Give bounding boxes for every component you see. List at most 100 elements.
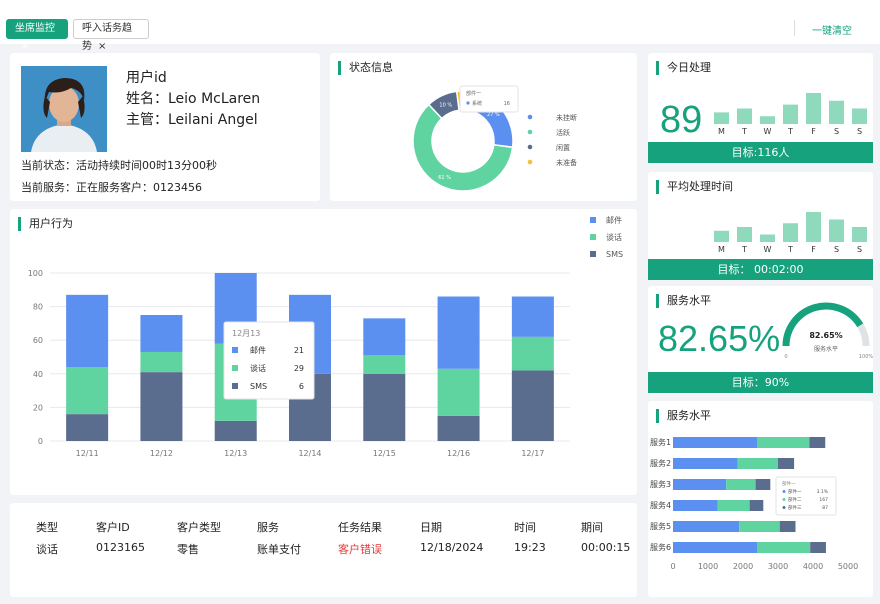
tab-inbound-trend[interactable]: 呼入话务趋势 ×	[73, 19, 149, 52]
day-label: S	[834, 245, 839, 254]
tooltip-dot	[782, 490, 786, 493]
day-label: T	[787, 127, 793, 136]
status-info-card: 状态信息 27 % 61 % 10 % 部件一 系统 16 未挂断 活跃 闲置 未准备	[330, 53, 637, 201]
close-icon[interactable]: ×	[21, 41, 30, 52]
category-label: 服务6	[650, 542, 671, 552]
week-bar	[783, 104, 798, 124]
x-tick-label: 12/14	[298, 449, 321, 458]
tooltip-swatch	[232, 365, 238, 371]
tooltip-title: 部件一	[782, 480, 796, 487]
tab-agent-monitor[interactable]: 坐席监控 ×	[6, 19, 68, 52]
bar-segment-mail	[140, 315, 183, 352]
hbar-segment	[726, 479, 756, 490]
hbar-tooltip	[775, 476, 837, 516]
bar-segment-talk	[66, 367, 109, 415]
tooltip-dot	[466, 101, 470, 105]
tooltip-label: 部件二	[788, 496, 802, 503]
tooltip-label: 邮件	[250, 345, 266, 355]
tooltip-label: 谈话	[250, 363, 266, 373]
table-cell: 零售	[177, 543, 199, 556]
day-label: S	[834, 127, 839, 136]
service-level-card: 服务水平 82.65% 82.65% 服务水平 0 100% 目标：90%	[648, 286, 873, 394]
x-tick-label: 5000	[838, 562, 858, 571]
legend-label: 未挂断	[556, 113, 577, 122]
y-tick-label: 40	[33, 370, 43, 379]
hbar-segment	[673, 479, 727, 490]
x-tick-label: 12/11	[76, 449, 99, 458]
legend-label: 邮件	[606, 215, 622, 225]
bar-segment-mail	[363, 318, 406, 356]
table-cell: 12/18/2024	[420, 541, 484, 554]
day-label: M	[718, 245, 725, 254]
table-header: 任务结果	[338, 521, 382, 534]
card-title: 今日处理	[656, 61, 711, 75]
tooltip-value: 6	[299, 382, 304, 391]
table-header: 客户类型	[177, 521, 221, 534]
legend-dot	[527, 144, 533, 150]
week-bar	[737, 227, 752, 242]
legend-label: 活跃	[556, 128, 570, 137]
category-label: 服务1	[650, 437, 671, 447]
table-cell: 客户错误	[338, 543, 382, 556]
avg-handle-time-card: 平均处理时间 M T W T F S S 目标： 00:02:00	[648, 172, 873, 280]
service-bars-card: 服务水平 服务1 服务2 服务3 服务4 服务5 服务6 0 1000 2000 3000 4000…	[648, 401, 873, 597]
tooltip-label: 部件三	[788, 504, 802, 511]
bar-segment-talk	[363, 355, 406, 374]
hbar-segment	[739, 521, 780, 532]
donut-slice	[412, 103, 514, 192]
table-header: 时间	[514, 521, 536, 534]
tooltip-dot	[782, 506, 786, 509]
week-bar	[760, 234, 775, 242]
hbar-segment	[757, 542, 811, 553]
x-tick-label: 0	[670, 562, 675, 571]
legend-label: 闲置	[556, 143, 570, 152]
hbar-segment	[779, 521, 796, 532]
gauge-value: 82.65%	[809, 331, 842, 340]
card-title: 状态信息	[338, 61, 393, 75]
table-cell: 00:00:15	[581, 541, 631, 554]
day-label: F	[811, 245, 816, 254]
category-label: 服务5	[650, 521, 671, 531]
legend-dot	[527, 129, 533, 135]
hbar-segment	[737, 458, 778, 469]
card-title: 用户行为	[18, 217, 73, 231]
gauge-label: 服务水平	[814, 345, 838, 353]
tooltip-value: 87	[822, 505, 828, 511]
close-icon[interactable]: ×	[98, 41, 107, 52]
tab-label: 呼入话务趋势	[82, 23, 132, 52]
clear-all-button[interactable]: 一键清空	[812, 26, 852, 37]
x-tick-label: 12/12	[150, 449, 173, 458]
hbar-segment	[809, 437, 826, 448]
tooltip-label: SMS	[250, 382, 267, 391]
table-cell: 19:23	[514, 541, 546, 554]
bar-segment-sms	[140, 372, 183, 441]
card-title: 服务水平	[656, 409, 711, 423]
avatar	[21, 66, 107, 152]
service-horizontal-chart: 服务1 服务2 服务3 服务4 服务5 服务6 0 1000 2000 3000 4000 5000 部…	[650, 437, 858, 571]
y-tick-label: 100	[28, 269, 43, 278]
tooltip-value: 167	[819, 497, 828, 503]
tooltip-value: 29	[294, 364, 304, 373]
bar-segment-talk	[511, 336, 554, 371]
slice-label: 61 %	[438, 175, 451, 181]
tooltip-swatch	[232, 383, 238, 389]
day-label: W	[764, 245, 772, 254]
y-tick-label: 60	[33, 336, 43, 345]
table-header: 服务	[257, 521, 279, 534]
slice-label: 10 %	[439, 102, 452, 108]
today-target: 目标:116人	[648, 142, 873, 163]
service-level-gauge: 82.65% 服务水平 0 100%	[782, 302, 873, 360]
week-bar	[852, 227, 867, 242]
legend-swatch	[590, 217, 596, 223]
gauge-min: 0	[784, 354, 787, 360]
hbar-segment	[778, 458, 795, 469]
x-tick-label: 12/13	[224, 449, 247, 458]
y-tick-label: 80	[33, 303, 43, 312]
user-id-label: 用户id	[126, 70, 167, 86]
service-level-value: 82.65%	[658, 318, 781, 359]
divider	[794, 20, 795, 36]
user-manager: 主管：Leilani Angel	[126, 112, 258, 128]
week-bar	[829, 219, 844, 242]
tooltip-value: 16	[504, 101, 510, 107]
table-header: 类型	[36, 521, 58, 534]
